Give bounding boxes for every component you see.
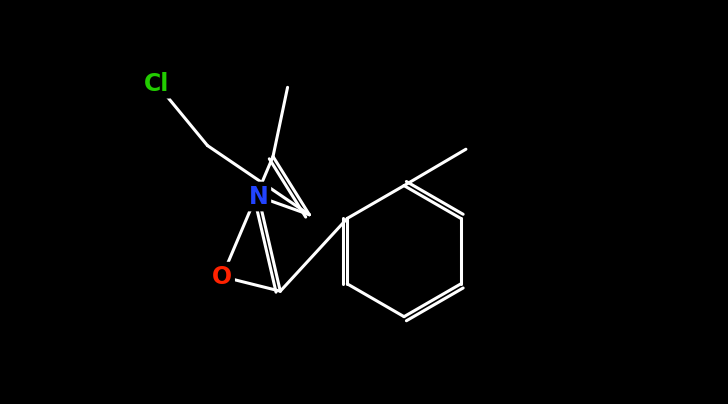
Text: Cl: Cl [144, 72, 169, 96]
Text: N: N [248, 185, 269, 208]
Text: O: O [212, 265, 232, 288]
